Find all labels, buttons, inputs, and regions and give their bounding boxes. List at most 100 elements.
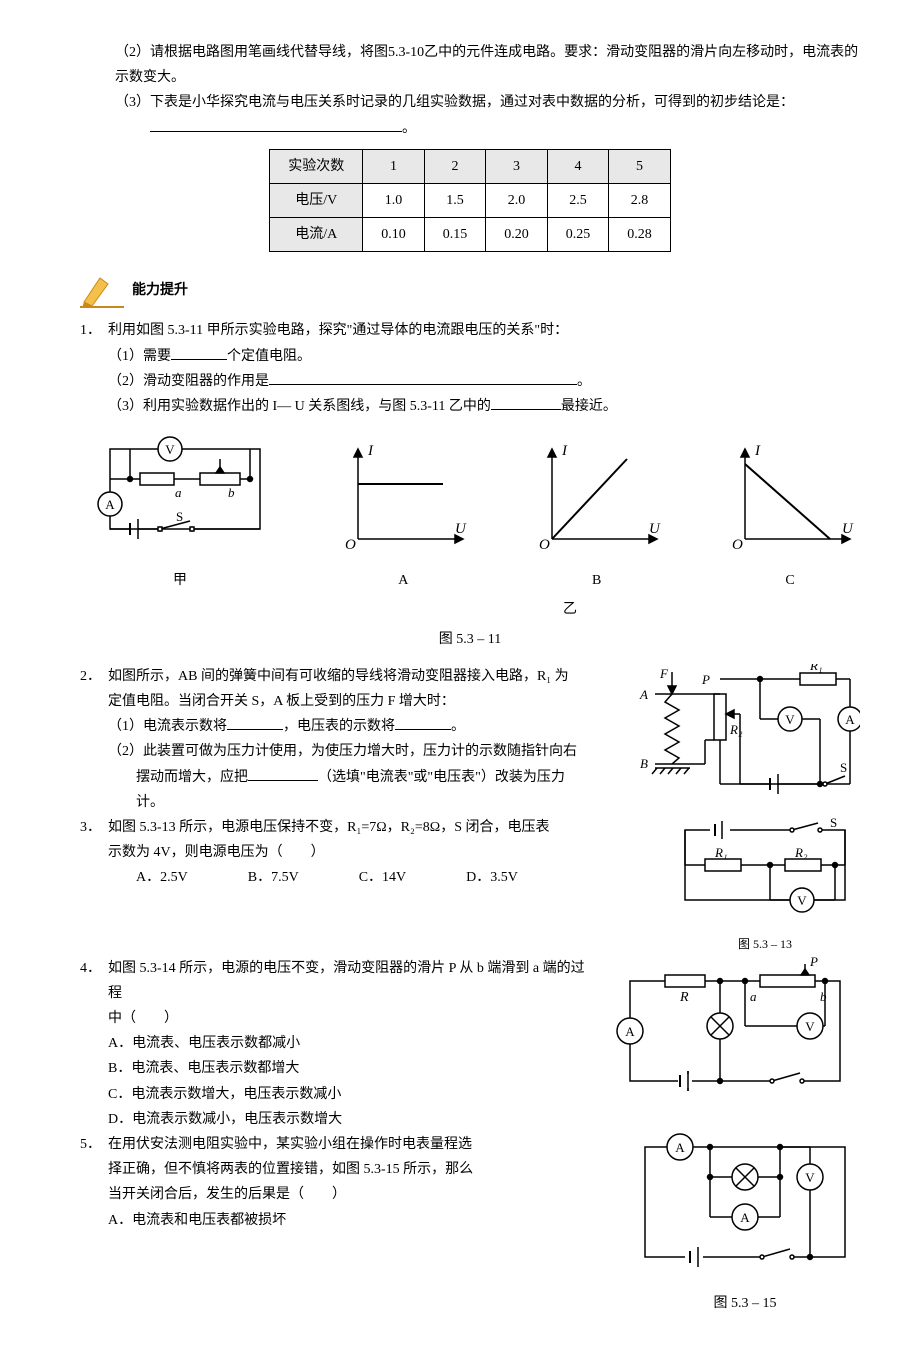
svg-text:R₂: R₂ [729,722,743,737]
q2-blank3 [248,780,318,781]
period: 。 [402,121,416,136]
q3-caption: 图 5.3 – 13 [670,934,860,956]
axis-I: I [367,443,374,459]
q4-opt-b: B．电流表、电压表示数都增大 [108,1056,598,1081]
q1-fig-c: I U O C [720,439,860,593]
q3-stem2: 示数为 4V，则电源电压为（ ） [108,840,658,865]
para-3-blank-row: 。 [80,116,860,141]
r2c4: 0.25 [547,218,609,252]
q1-stem: 利用如图 5.3-11 甲所示实验电路，探究"通过导体的电流跟电压的关系"时： [108,318,860,343]
q5-caption: 图 5.3 – 15 [630,1291,860,1316]
q2-p2b: 摆动而增大，应把 [136,770,248,785]
q2-figure: R₁ A V S [630,664,860,813]
q1-p1b: 个定值电阻。 [227,349,311,364]
q3-opt-b: B．7.5V [248,865,299,890]
r1c3: 2.0 [486,183,548,217]
q2-p1m: ，电压表的示数将 [283,719,395,734]
r2c2: 0.15 [424,218,486,252]
axis-U-b: U [649,521,661,537]
table-row-header: 实验次数 1 2 3 4 5 [270,149,671,183]
r1c0: 电压/V [270,183,363,217]
q1-jia-label: 甲 [80,568,280,593]
svg-text:V: V [165,442,175,457]
question-2: 2． 如图所示，AB 间的弹簧中间有可收缩的导线将滑动变阻器接入电路，R₁ 为 … [80,664,860,815]
q5-opt-a: A．电流表和电压表都被损坏 [108,1208,618,1233]
para-3-text: （3）下表是小华探究电流与电压关系时记录的几组实验数据，通过对表中数据的分析，可… [115,95,794,110]
q4-figure: R P a b A V [610,956,860,1115]
q1-fig-a: I U O A [333,439,473,593]
svg-text:V: V [797,893,807,908]
data-table: 实验次数 1 2 3 4 5 电压/V 1.0 1.5 2.0 2.5 2.8 … [269,149,671,253]
svg-text:a: a [750,989,757,1004]
svg-text:F: F [659,666,669,681]
svg-text:A: A [105,497,115,512]
svg-text:P: P [809,956,818,969]
q4-stem1: 如图 5.3-14 所示，电源的电压不变，滑动变阻器的滑片 P 从 b 端滑到 … [108,956,598,1006]
q5-l2: 择正确，但不慎将两表的位置接错，如图 5.3-15 所示，那么 [108,1157,618,1182]
svg-text:S: S [840,760,847,775]
pencil-icon [80,272,124,308]
q1-c-label: C [720,568,860,593]
q3-figure: S R₁ R₂ V 图 5.3 [670,815,860,956]
svg-text:A: A [845,712,855,727]
question-5: 5． 在用伏安法测电阻实验中，某实验小组在操作时电表量程选 择正确，但不慎将两表… [80,1132,860,1316]
q1-p2a: （2）滑动变阻器的作用是 [108,374,269,389]
section-ability: 能力提升 [80,272,860,308]
q1-p1: （1）需要个定值电阻。 [108,344,860,369]
q5-l1: 在用伏安法测电阻实验中，某实验小组在操作时电表量程选 [108,1132,618,1157]
q4-opt-a: A．电流表、电压表示数都减小 [108,1031,598,1056]
axis-O: O [345,537,356,553]
svg-text:b: b [820,989,827,1004]
axis-I-b: I [561,443,568,459]
q5-num: 5． [80,1132,108,1157]
q2-p2-line2: 摆动而增大，应把（选填"电流表"或"电压表"）改装为压力 [108,765,618,790]
svg-text:B: B [640,756,648,771]
q1-p2: （2）滑动变阻器的作用是 。 [108,369,860,394]
svg-text:A: A [740,1210,750,1225]
q4-opt-d: D．电流表示数减小，电压表示数增大 [108,1107,598,1132]
q4-opt-c: C．电流表示数增大，电压表示数减小 [108,1082,598,1107]
svg-text:A: A [639,687,648,702]
q1-p3: （3）利用实验数据作出的 I— U 关系图线，与图 5.3-11 乙中的最接近。 [108,394,860,419]
svg-text:R₁: R₁ [714,845,727,860]
svg-text:V: V [805,1019,815,1034]
q4-stem2: 中（ ） [108,1006,598,1031]
svg-text:R: R [679,990,689,1005]
axis-O-b: O [539,537,550,553]
para-3: （3）下表是小华探究电流与电压关系时记录的几组实验数据，通过对表中数据的分析，可… [80,90,860,115]
r2c5: 0.28 [609,218,671,252]
svg-text:a: a [175,485,182,500]
q3-num: 3． [80,815,108,840]
q2-blank1 [227,729,283,730]
axis-U: U [455,521,467,537]
r1c4: 2.5 [547,183,609,217]
q1-figures: V A a b [80,429,860,593]
svg-text:V: V [785,712,795,727]
r1c2: 1.5 [424,183,486,217]
q1-num: 1． [80,318,108,343]
q1-fig-b: I U O B [527,439,667,593]
q3-opt-a: A．2.5V [136,865,188,890]
r1c1: 1.0 [363,183,425,217]
q2-p1b: 。 [451,719,465,734]
q1-b-label: B [527,568,667,593]
svg-text:S: S [830,815,837,830]
q2-num: 2． [80,664,108,689]
svg-text:R₂: R₂ [794,845,808,860]
q1-blank2 [269,384,577,385]
svg-text:S: S [176,509,183,524]
axis-U-c: U [842,521,854,537]
q1-blank1 [171,359,227,360]
q4-num: 4． [80,956,108,981]
q2-p1a: （1）电流表示数将 [108,719,227,734]
q2-l1: 如图所示，AB 间的弹簧中间有可收缩的导线将滑动变阻器接入电路，R₁ 为 [108,664,618,689]
r2c0: 电流/A [270,218,363,252]
q3-stem1: 如图 5.3-13 所示，电源电压保持不变，R₁=7Ω，R₂=8Ω，S 闭合，电… [108,815,658,840]
svg-text:V: V [805,1170,815,1185]
q1-p2b: 。 [577,374,591,389]
q3-opt-c: C．14V [359,865,406,890]
conclusion-blank [150,131,402,132]
th-4: 4 [547,149,609,183]
para-2: （2）请根据电路图用笔画线代替导线，将图5.3-10乙中的元件连成电路。要求：滑… [80,40,860,90]
q3-options: A．2.5V B．7.5V C．14V D．3.5V [136,865,658,890]
